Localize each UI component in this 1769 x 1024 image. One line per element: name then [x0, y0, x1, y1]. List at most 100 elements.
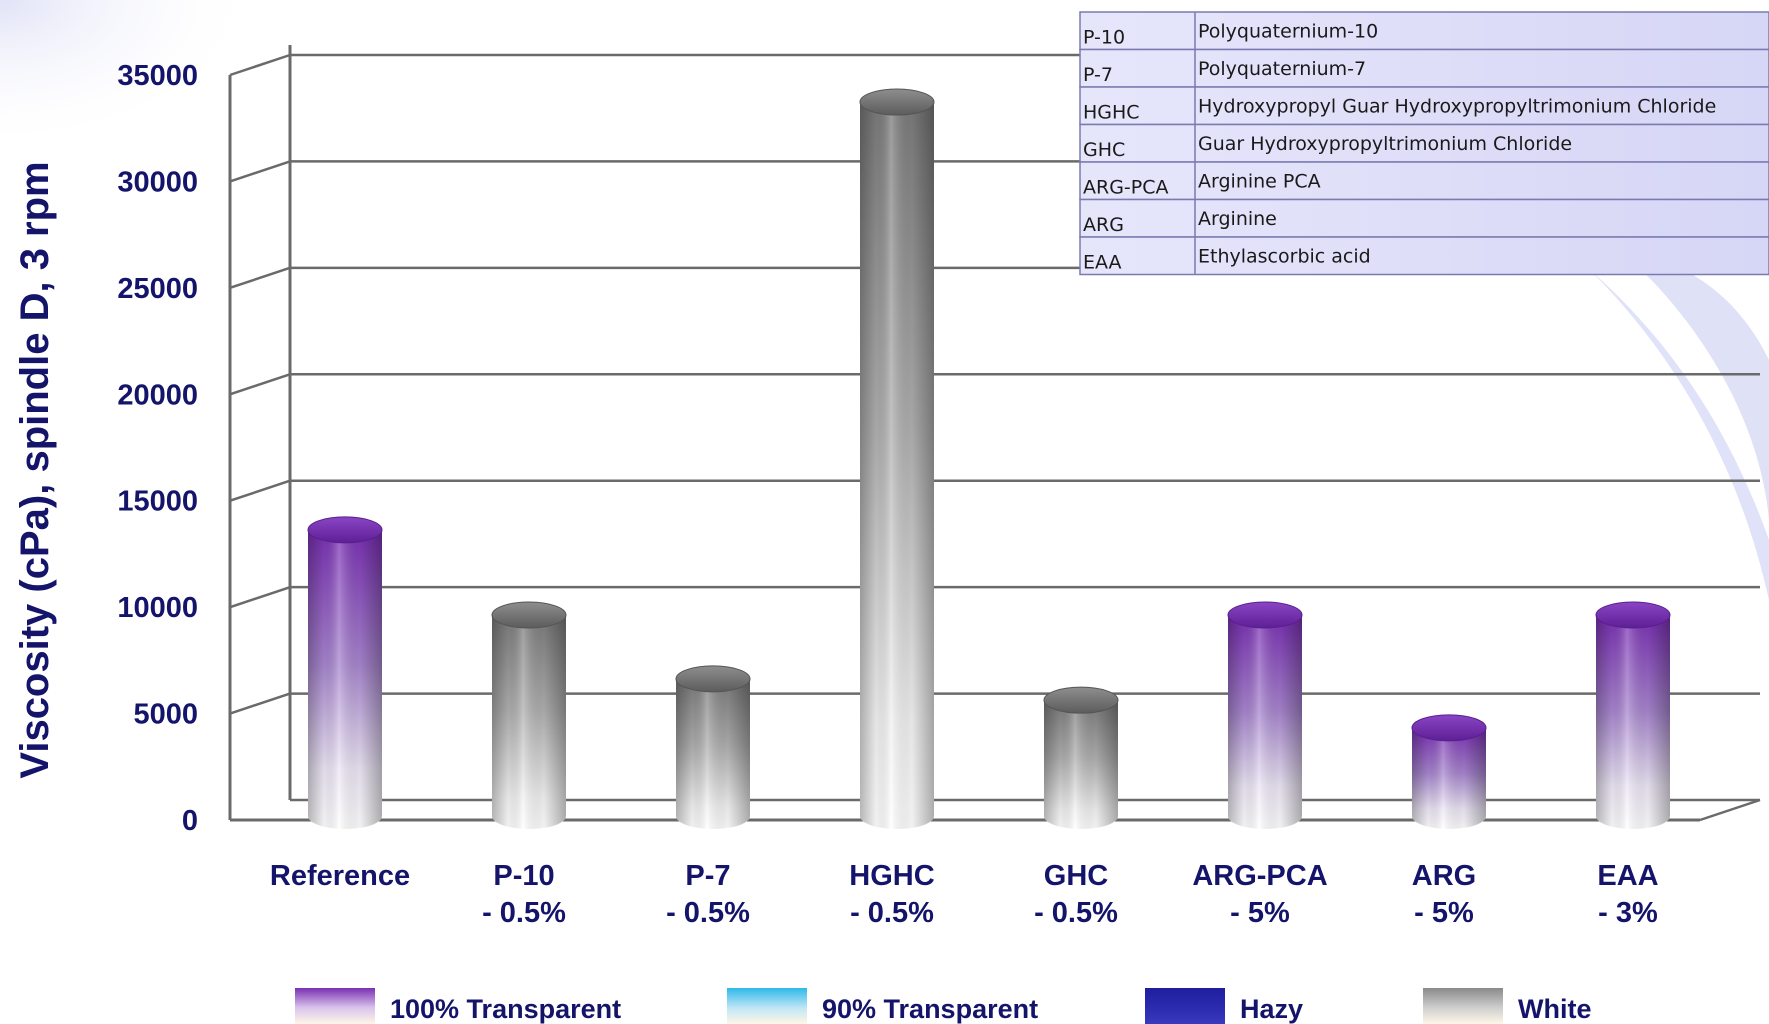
floor-right-edge — [1699, 798, 1761, 822]
abbreviation-row: EAA Ethylascorbic acid — [1079, 236, 1769, 276]
bar-top — [491, 601, 567, 629]
gridline-diagonal — [229, 585, 291, 609]
bar-reference — [307, 516, 383, 829]
abbreviation: ARG-PCA — [1083, 177, 1169, 199]
abbreviation: P-10 — [1083, 27, 1125, 49]
bar-eaa — [1595, 601, 1671, 829]
legend-label: White — [1518, 994, 1592, 1024]
x-tick-label: EAA — [1597, 860, 1658, 892]
bar-hghc — [859, 88, 935, 830]
abbreviation: GHC — [1083, 139, 1125, 161]
abbreviation-meaning: Polyquaternium-10 — [1198, 21, 1378, 43]
bar-top — [1043, 686, 1119, 714]
legend: 100% Transparent 90% Transparent Hazy White — [295, 988, 1592, 1024]
abbreviation-meaning: Ethylascorbic acid — [1198, 246, 1371, 268]
abbreviation-row: P-7 Polyquaternium-7 — [1079, 48, 1769, 88]
bar-shading — [676, 678, 750, 829]
bar-top — [1411, 714, 1487, 742]
x-tick-label: ARG-PCA — [1192, 860, 1327, 892]
gridline-diagonal — [229, 53, 291, 77]
bars — [307, 88, 1671, 830]
legend-swatch — [727, 988, 807, 1024]
x-axis-labels: Reference P-10 - 0.5% P-7 - 0.5% HGHC - 0.5% GH… — [270, 860, 1659, 929]
abbreviation: ARG — [1083, 214, 1124, 236]
abbreviation: EAA — [1083, 252, 1122, 274]
x-tick-label-line2: - 5% — [1414, 897, 1474, 929]
y-axis-label: Viscosity (cPa), spindle D, 3 rpm — [13, 161, 57, 778]
x-tick-label-line2: - 5% — [1230, 897, 1290, 929]
y-tick-label: 0 — [182, 805, 198, 837]
y-tick-label: 5000 — [133, 699, 198, 731]
y-tick-label: 35000 — [117, 60, 198, 92]
y-tick-label: 25000 — [117, 273, 198, 305]
bar-top — [675, 665, 751, 693]
abbreviation-row: ARG Arginine — [1079, 198, 1769, 238]
legend-item-hazy: Hazy — [1145, 988, 1303, 1024]
legend-swatch — [295, 988, 375, 1024]
abbreviation-meaning: Arginine — [1198, 208, 1277, 230]
y-tick-label: 30000 — [117, 166, 198, 198]
abbreviation-table: P-10 Polyquaternium-10 P-7 Polyquaternium-7… — [1079, 11, 1769, 276]
bar-top — [1227, 601, 1303, 629]
x-tick-label: ARG — [1412, 860, 1476, 892]
x-tick-label: HGHC — [849, 860, 934, 892]
bar-shading — [1228, 615, 1302, 829]
bar-shading — [1412, 727, 1486, 829]
abbreviation-row: GHC Guar Hydroxypropyltrimonium Chloride — [1079, 123, 1769, 163]
legend-item-100-transparent: 100% Transparent — [295, 988, 621, 1024]
y-tick-label: 10000 — [117, 592, 198, 624]
abbreviation-row-bg — [1079, 198, 1769, 238]
x-tick-label-line2: - 0.5% — [666, 897, 750, 929]
abbreviation-row: P-10 Polyquaternium-10 — [1079, 11, 1769, 51]
abbreviation: P-7 — [1083, 64, 1113, 86]
legend-item-white: White — [1423, 988, 1592, 1024]
bar-shading — [1596, 615, 1670, 829]
gridline-diagonal — [229, 266, 291, 290]
background-decoration — [0, 0, 1769, 600]
bar-shading — [308, 529, 382, 829]
abbreviation-meaning: Polyquaternium-7 — [1198, 58, 1366, 80]
bar-shading — [860, 102, 934, 830]
gridline-diagonal — [229, 692, 291, 715]
abbreviation-meaning: Guar Hydroxypropyltrimonium Chloride — [1198, 133, 1572, 155]
bar-shading — [1044, 700, 1118, 829]
x-tick-label-line2: - 0.5% — [850, 897, 934, 929]
legend-swatch — [1145, 988, 1225, 1024]
gridline-diagonal — [229, 373, 291, 396]
abbreviation-row-bg — [1079, 236, 1769, 276]
abbreviation-meaning: Hydroxypropyl Guar Hydroxypropyltrimoniu… — [1198, 96, 1716, 118]
abbreviation: HGHC — [1083, 102, 1140, 124]
x-tick-label-line2: - 0.5% — [482, 897, 566, 929]
abbreviation-row: HGHC Hydroxypropyl Guar Hydroxypropyltrim… — [1079, 86, 1769, 126]
gridline-diagonal — [229, 479, 291, 502]
x-tick-label: Reference — [270, 860, 410, 892]
bar-top — [859, 88, 935, 116]
gridline-diagonal — [229, 160, 291, 183]
legend-swatch — [1423, 988, 1503, 1024]
x-tick-label: P-7 — [685, 860, 730, 892]
abbreviation-meaning: Arginine PCA — [1198, 171, 1321, 193]
bar-ghc — [1043, 686, 1119, 829]
legend-item-90-transparent: 90% Transparent — [727, 988, 1038, 1024]
y-tick-label: 20000 — [117, 379, 198, 411]
abbreviation-row-bg — [1079, 48, 1769, 88]
x-tick-label-line2: - 3% — [1598, 897, 1658, 929]
legend-label: 100% Transparent — [390, 994, 621, 1024]
bar-shading — [492, 615, 566, 829]
abbreviation-row: ARG-PCA Arginine PCA — [1079, 161, 1769, 201]
x-tick-label: GHC — [1044, 860, 1109, 892]
bar-p-10 — [491, 601, 567, 829]
bar-arg — [1411, 714, 1487, 829]
bar-p-7 — [675, 665, 751, 829]
bar-top — [1595, 601, 1671, 629]
abbreviation-row-bg — [1079, 11, 1769, 51]
bar-arg-pca — [1227, 601, 1303, 829]
x-tick-label: P-10 — [493, 860, 554, 892]
bar-top — [307, 516, 383, 544]
x-tick-label-line2: - 0.5% — [1034, 897, 1118, 929]
y-axis-ticks: 0 5000 10000 15000 20000 25000 30000 35000 — [117, 60, 198, 837]
abbreviation-row-bg — [1079, 161, 1769, 201]
legend-label: 90% Transparent — [822, 994, 1038, 1024]
legend-label: Hazy — [1240, 994, 1303, 1024]
